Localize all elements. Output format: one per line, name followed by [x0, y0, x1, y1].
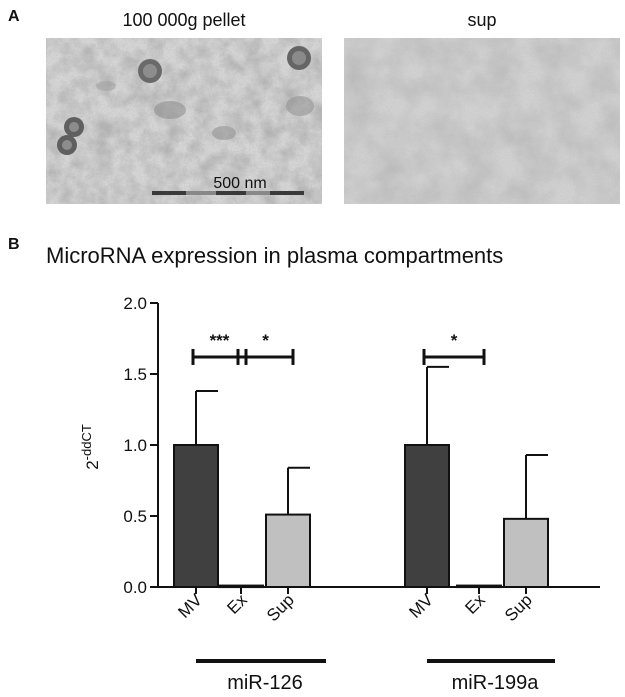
- group-label: miR-199a: [452, 672, 540, 694]
- bar-mv: [404, 444, 450, 588]
- sup-image-title: sup: [467, 10, 497, 30]
- bar-sup: [265, 513, 311, 588]
- scale-bar: [152, 191, 304, 195]
- chart-title: MicroRNA expression in plasma compartmen…: [46, 243, 504, 268]
- x-tick-label: Ex: [461, 590, 489, 618]
- significance-stars: ***: [210, 331, 230, 350]
- panel-a-letter: A: [8, 8, 20, 25]
- significance-stars: *: [262, 331, 269, 350]
- significance-stars: *: [451, 331, 458, 350]
- x-tick-label: Sup: [501, 590, 536, 625]
- bar-mv: [173, 444, 219, 588]
- scale-bar-label: 500 nm: [213, 175, 266, 192]
- pellet-image-title: 100 000g pellet: [122, 10, 246, 30]
- sup-micrograph: [344, 38, 620, 204]
- bar-ex: [456, 584, 502, 589]
- x-tick-label: MV: [174, 590, 206, 622]
- y-tick-label: 0.5: [123, 507, 147, 526]
- y-tick-label: 0.0: [123, 578, 147, 597]
- y-tick-label: 1.5: [123, 365, 147, 384]
- group-label: miR-126: [227, 672, 303, 694]
- x-tick-label: Ex: [223, 590, 251, 618]
- y-axis-label: 2-ddCT: [79, 424, 102, 470]
- panel-b-letter: B: [8, 236, 20, 253]
- bar-chart: 0.00.51.01.52.02-ddCT *** * * MV Ex SupmiR-1…: [79, 294, 600, 694]
- y-tick-label: 2.0: [123, 294, 147, 313]
- bar-sup: [503, 517, 549, 588]
- pellet-micrograph: 500 nm: [46, 38, 322, 204]
- x-tick-label: MV: [405, 590, 437, 622]
- y-tick-label: 1.0: [123, 436, 147, 455]
- x-tick-label: Sup: [263, 590, 298, 625]
- bar-ex: [218, 584, 264, 589]
- vesicle-shapes: [57, 46, 314, 155]
